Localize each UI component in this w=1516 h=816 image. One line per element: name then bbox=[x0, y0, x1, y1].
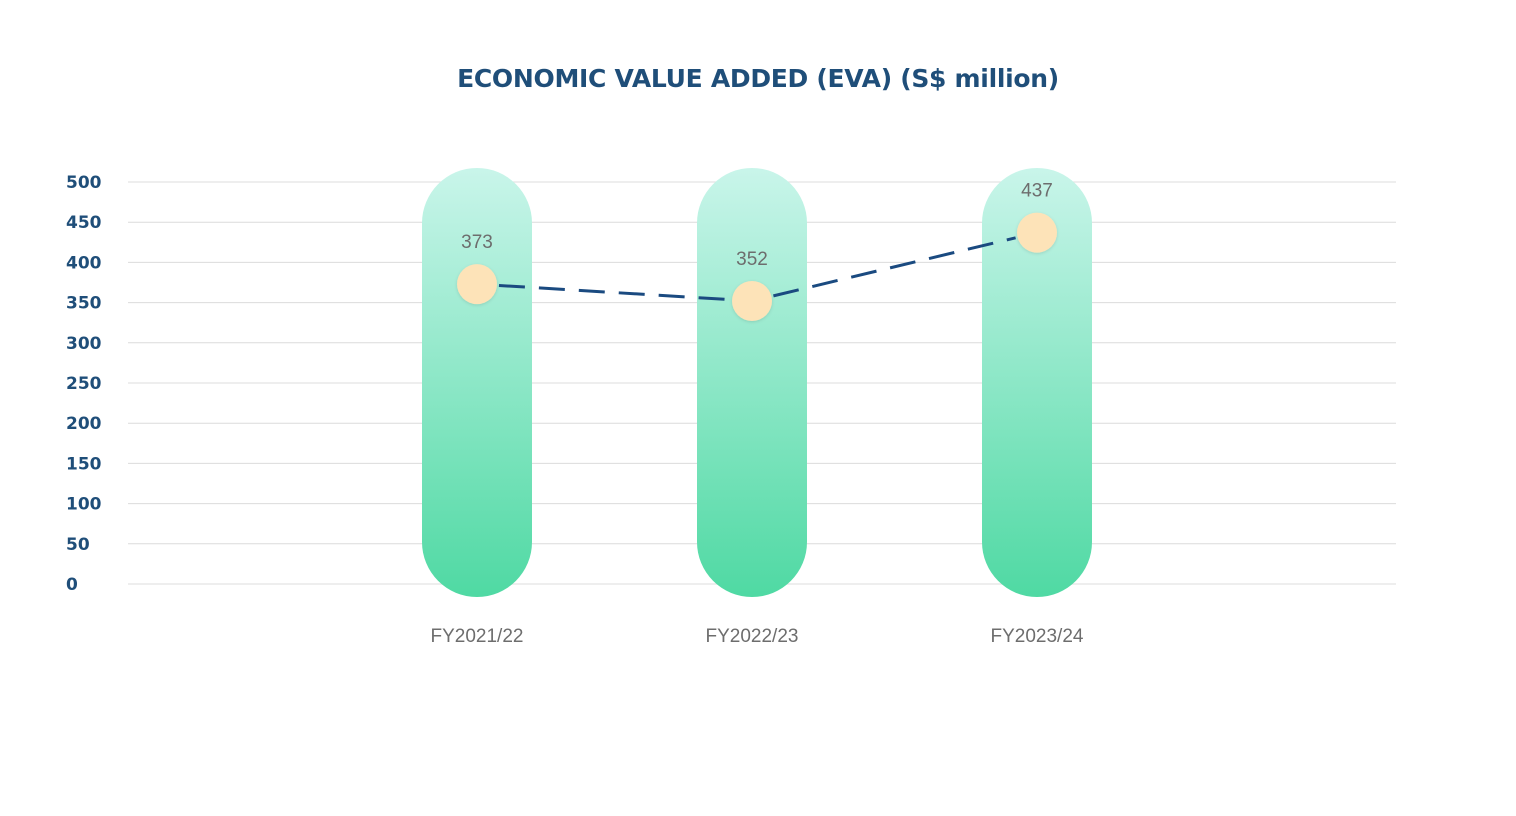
data-label: 437 bbox=[1021, 181, 1053, 202]
background-bars bbox=[422, 168, 1092, 597]
y-tick-label: 100 bbox=[66, 495, 102, 515]
y-tick-label: 200 bbox=[66, 414, 102, 434]
x-tick-label: FY2021/22 bbox=[431, 626, 524, 647]
background-bar bbox=[982, 168, 1092, 597]
x-tick-label: FY2023/24 bbox=[991, 626, 1084, 647]
y-tick-label: 400 bbox=[66, 253, 102, 273]
series-line bbox=[498, 236, 1016, 302]
data-point-marker bbox=[457, 264, 497, 305]
x-tick-label: FY2022/23 bbox=[706, 626, 799, 647]
data-label: 373 bbox=[461, 232, 493, 253]
data-label: 352 bbox=[736, 249, 768, 270]
y-tick-label: 450 bbox=[66, 213, 102, 233]
y-tick-label: 250 bbox=[66, 374, 102, 394]
y-tick-label: 150 bbox=[66, 454, 102, 474]
y-tick-label: 500 bbox=[66, 173, 102, 193]
y-tick-label: 300 bbox=[66, 334, 102, 354]
data-labels: 373 352 437 bbox=[461, 181, 1053, 270]
x-axis: FY2021/22 FY2022/23 FY2023/24 bbox=[431, 626, 1084, 647]
data-point-marker bbox=[732, 280, 772, 321]
series-line-segment bbox=[773, 236, 1016, 298]
background-bar bbox=[697, 168, 807, 597]
background-bar bbox=[422, 168, 532, 597]
y-tick-label: 0 bbox=[66, 575, 78, 595]
chart-title: ECONOMIC VALUE ADDED (EVA) (S$ million) bbox=[457, 64, 1059, 93]
data-point-marker bbox=[1017, 212, 1057, 253]
y-tick-label: 350 bbox=[66, 294, 102, 314]
series-markers bbox=[457, 212, 1057, 321]
series-line-segment bbox=[498, 283, 731, 302]
y-tick-label: 50 bbox=[66, 535, 90, 555]
